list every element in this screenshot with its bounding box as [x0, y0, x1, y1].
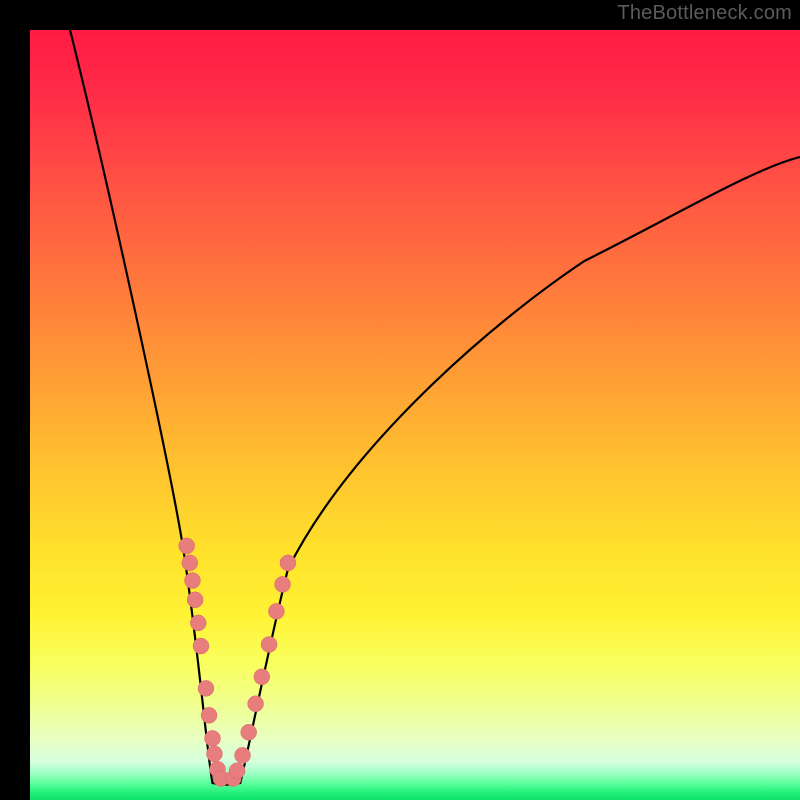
data-marker	[182, 555, 198, 571]
data-marker	[187, 592, 203, 608]
data-marker	[268, 603, 284, 619]
data-marker	[198, 680, 214, 696]
data-marker	[261, 636, 277, 652]
bottleneck-curve	[70, 30, 800, 785]
marker-group	[179, 538, 296, 787]
data-marker	[254, 669, 270, 685]
data-marker	[201, 707, 217, 723]
data-marker	[184, 573, 200, 589]
data-marker	[229, 763, 245, 779]
curve-layer	[30, 30, 800, 800]
data-marker	[235, 747, 251, 763]
chart-canvas: TheBottleneck.com	[0, 0, 800, 800]
data-marker	[206, 746, 222, 762]
data-marker	[241, 724, 257, 740]
data-marker	[204, 730, 220, 746]
data-marker	[275, 576, 291, 592]
data-marker	[280, 555, 296, 571]
data-marker	[190, 615, 206, 631]
data-marker	[193, 638, 209, 654]
watermark-text: TheBottleneck.com	[617, 2, 792, 25]
plot-area	[30, 30, 800, 800]
data-marker	[179, 538, 195, 554]
data-marker	[248, 696, 264, 712]
